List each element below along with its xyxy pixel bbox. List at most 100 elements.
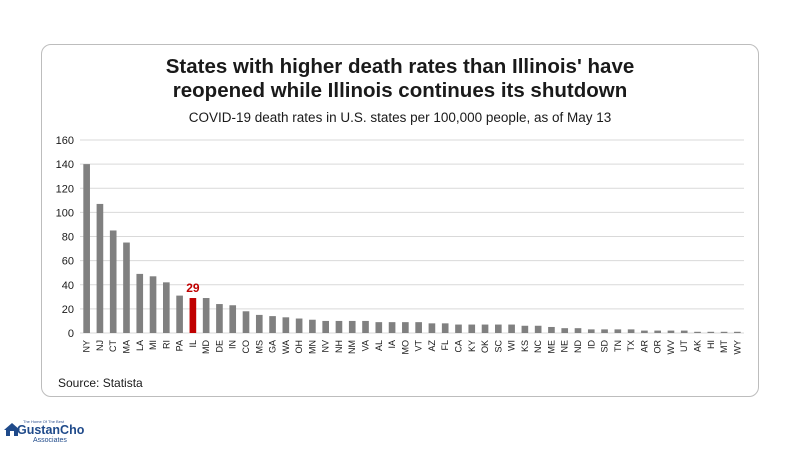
x-tick-label: UT [679, 340, 689, 352]
y-tick-label: 80 [62, 232, 74, 244]
bar [176, 295, 183, 333]
bar [388, 322, 396, 333]
bar [441, 323, 449, 333]
x-tick-label: NC [533, 340, 543, 353]
x-tick-label: OH [294, 340, 304, 354]
chart-source: Source: Statista [58, 376, 143, 390]
bar [521, 325, 529, 333]
bar [574, 328, 582, 333]
x-tick-label: RI [161, 340, 171, 349]
bar [614, 329, 622, 333]
x-tick-label: MT [719, 340, 729, 353]
bar [627, 329, 635, 333]
bar [468, 324, 476, 333]
x-tick-label: KS [520, 340, 530, 352]
x-tick-label: IN [228, 340, 238, 349]
bar [96, 203, 104, 333]
bar [680, 330, 688, 333]
x-tick-label: KY [467, 340, 477, 352]
company-logo: The Home Of The Best GustanCho Associate… [3, 419, 113, 447]
x-tick-label: WY [732, 340, 742, 355]
x-tick-label: SC [493, 340, 503, 353]
y-tick-label: 160 [56, 135, 74, 147]
x-tick-label: WA [281, 340, 291, 354]
x-tick-label: SD [600, 340, 610, 353]
bar [667, 330, 675, 333]
x-tick-label: OK [480, 340, 490, 353]
bar [335, 320, 343, 333]
x-tick-label: FL [440, 340, 450, 351]
x-tick-label: MN [307, 340, 317, 354]
x-tick-label: IL [188, 340, 198, 348]
y-tick-label: 120 [56, 183, 74, 195]
bar [601, 329, 608, 333]
bar [216, 304, 223, 333]
bar [189, 298, 197, 333]
logo-tagline: The Home Of The Best [23, 419, 65, 424]
bar [309, 319, 316, 333]
x-tick-label: TN [613, 340, 623, 352]
y-tick-label: 20 [62, 304, 74, 316]
x-tick-label: CT [108, 340, 118, 352]
x-tick-label: MS [254, 340, 264, 354]
x-tick-label: WI [507, 340, 517, 351]
x-tick-label: IA [387, 340, 397, 349]
y-tick-label: 140 [56, 159, 74, 171]
bar [654, 330, 661, 333]
chart-title-line-2: reopened while Illinois continues its sh… [172, 79, 628, 102]
x-tick-label: NV [321, 340, 331, 353]
bar [428, 323, 436, 333]
bar [415, 322, 422, 333]
bar [495, 324, 502, 333]
x-tick-label: ME [546, 340, 556, 354]
bar [587, 329, 595, 333]
bar [163, 282, 170, 333]
bar [362, 320, 369, 333]
x-tick-label: VT [414, 340, 424, 352]
x-tick-label: LA [135, 340, 145, 351]
x-tick-label: AR [639, 340, 649, 353]
bar [202, 298, 210, 333]
bar [734, 331, 741, 333]
bar [481, 324, 489, 333]
logo-wordmark: GustanCho [17, 423, 85, 437]
bar [282, 317, 290, 333]
bar [561, 328, 569, 333]
logo-associates: Associates [33, 437, 67, 444]
bar [508, 324, 515, 333]
bar [402, 322, 409, 333]
x-tick-label: MO [400, 340, 410, 355]
bar [83, 164, 90, 333]
x-tick-label: CA [453, 340, 463, 353]
x-tick-label: ID [586, 339, 596, 349]
x-tick-label: NM [347, 340, 357, 354]
x-tick-label: DE [214, 340, 224, 353]
x-tick-label: AL [374, 340, 384, 351]
y-tick-label: 60 [62, 256, 74, 268]
chart-title-line-1: States with higher death rates than Illi… [165, 55, 635, 78]
x-tick-label: NH [334, 340, 344, 353]
x-tick-label: TX [626, 340, 636, 352]
bar [295, 318, 303, 333]
x-tick-label: MD [201, 340, 211, 354]
y-tick-label: 100 [56, 207, 74, 219]
x-tick-label: ND [573, 340, 583, 353]
x-tick-label: NY [82, 340, 92, 353]
bar [707, 331, 715, 333]
x-tick-label: WV [666, 340, 676, 355]
bar [123, 242, 130, 333]
bar [455, 324, 462, 333]
bar [229, 305, 237, 333]
bar [641, 330, 648, 333]
bar [694, 331, 701, 333]
bar [269, 316, 276, 333]
bar [136, 273, 144, 333]
x-tick-label: PA [175, 340, 185, 351]
x-tick-label: NJ [95, 340, 105, 351]
x-tick-label: NE [560, 340, 570, 353]
bar [720, 331, 728, 333]
chart-card [41, 44, 759, 397]
house-logo-icon [4, 423, 20, 436]
x-tick-label: AZ [427, 340, 437, 352]
bar [255, 314, 263, 333]
